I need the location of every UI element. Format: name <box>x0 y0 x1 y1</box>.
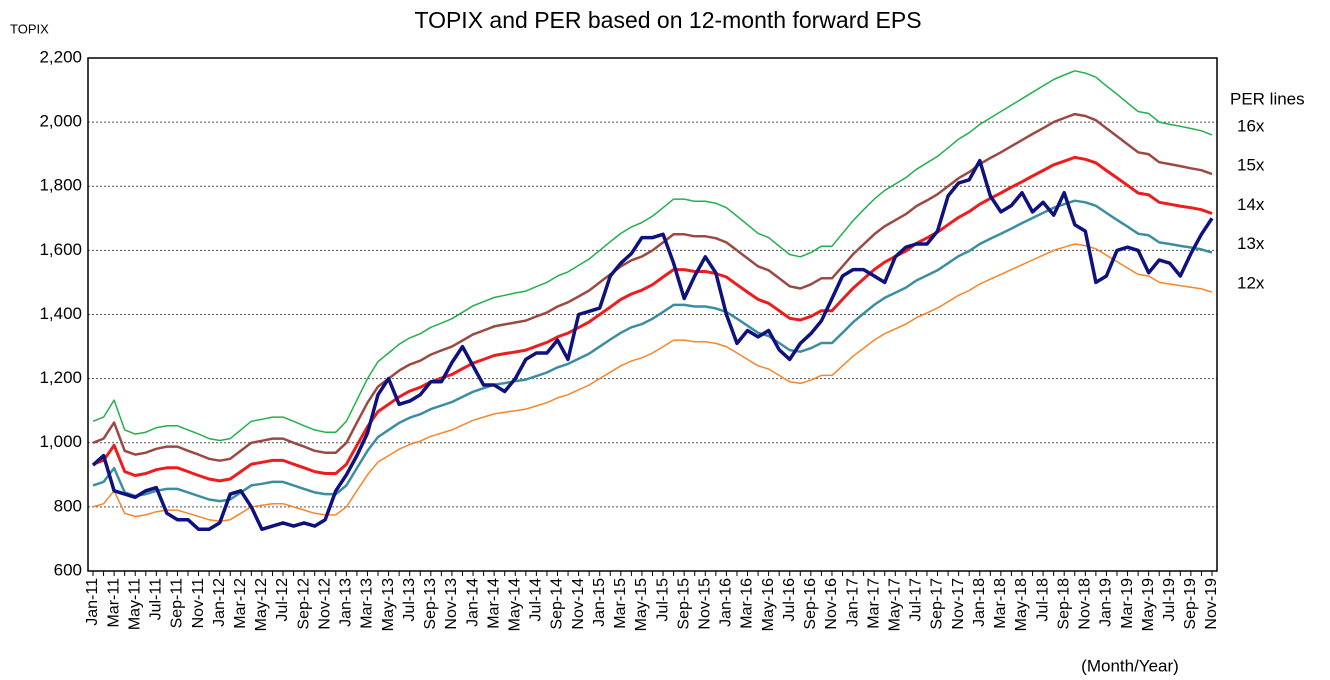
x-tick-label: Mar-17 <box>865 578 882 629</box>
x-tick-label: Jan-13 <box>338 578 355 627</box>
x-tick-label: Jan-14 <box>464 578 481 627</box>
x-tick-label: Nov-14 <box>570 578 587 630</box>
x-tick-label: Nov-18 <box>1077 578 1094 630</box>
x-tick-label: Jul-12 <box>274 578 291 622</box>
x-tick-label: Jul-19 <box>1161 578 1178 622</box>
x-tick-label: May-11 <box>126 578 143 630</box>
x-tick-label: Sep-18 <box>1055 578 1072 630</box>
x-tick-label: Jan-19 <box>1098 578 1115 627</box>
x-tick-label: Jul-15 <box>654 578 671 622</box>
x-tick-label: Sep-12 <box>295 578 312 630</box>
x-tick-label: Mar-13 <box>359 578 376 629</box>
series-line <box>92 112 1213 462</box>
x-tick-label: May-19 <box>1140 578 1157 631</box>
x-tick-label: Sep-15 <box>675 578 692 630</box>
legend-label: 12x <box>1237 274 1265 293</box>
y-tick-label: 2,000 <box>39 112 82 131</box>
legend-label: 16x <box>1237 116 1265 135</box>
y-tick-label: 1,800 <box>39 176 82 195</box>
series-line <box>92 199 1213 503</box>
x-tick-label: May-18 <box>1013 578 1030 631</box>
x-tick-label: Mar-14 <box>485 578 502 629</box>
series-line <box>91 158 1214 532</box>
x-tick-label: May-12 <box>253 578 270 631</box>
legend-title: PER lines <box>1230 89 1305 108</box>
x-tick-label: Jul-17 <box>908 578 925 622</box>
x-tick-label: May-15 <box>633 578 650 631</box>
x-tick-label: Jul-14 <box>528 578 545 622</box>
x-tick-label: Mar-16 <box>739 578 756 629</box>
x-tick-label: Sep-16 <box>802 578 819 630</box>
chart-title: TOPIX and PER based on 12-month forward … <box>414 7 921 33</box>
x-tick-label: Jan-11 <box>84 578 101 626</box>
series-line <box>92 70 1213 442</box>
x-tick-label: Jul-16 <box>781 578 798 622</box>
x-tick-label: Jan-12 <box>211 578 228 627</box>
x-tick-label: Mar-18 <box>992 578 1009 629</box>
series-line <box>92 243 1213 523</box>
x-tick-label: Sep-19 <box>1182 578 1199 630</box>
x-tick-label: Jan-18 <box>971 578 988 627</box>
x-tick-label: May-16 <box>760 578 777 631</box>
x-tick-label: Nov-19 <box>1203 578 1220 630</box>
x-axis-label: (Month/Year) <box>1081 656 1179 675</box>
x-tick-label: Sep-14 <box>549 578 566 630</box>
x-tick-label: Nov-16 <box>823 578 840 630</box>
y-tick-label: 1,400 <box>39 304 82 323</box>
series-line <box>92 155 1213 483</box>
x-tick-label: Nov-13 <box>443 578 460 630</box>
legend-label: 13x <box>1237 234 1265 253</box>
y-tick-label: 1,600 <box>39 240 82 259</box>
y-axis-label: TOPIX <box>10 21 49 36</box>
x-tick-label: Nov-12 <box>316 578 333 630</box>
x-tick-label: Jan-17 <box>844 578 861 627</box>
x-tick-label: Jul-11 <box>148 578 165 620</box>
legend-label: 15x <box>1237 156 1265 175</box>
legend-label: 14x <box>1237 195 1265 214</box>
y-tick-label: 1,200 <box>39 368 82 387</box>
x-tick-label: Sep-13 <box>422 578 439 630</box>
x-tick-label: Mar-19 <box>1119 578 1136 629</box>
x-tick-label: Jul-13 <box>401 578 418 622</box>
x-tick-label: Sep-11 <box>169 578 186 629</box>
x-tick-label: May-17 <box>887 578 904 631</box>
x-tick-label: Jul-18 <box>1034 578 1051 622</box>
x-tick-label: Jan-16 <box>718 578 735 627</box>
x-tick-label: Jan-15 <box>591 578 608 627</box>
x-tick-label: Sep-17 <box>929 578 946 630</box>
x-tick-label: Mar-11 <box>105 578 122 628</box>
plot-frame <box>87 57 1218 572</box>
x-tick-label: May-13 <box>380 578 397 631</box>
x-tick-label: Mar-12 <box>232 578 249 629</box>
y-tick-label: 800 <box>54 496 82 515</box>
y-tick-label: 1,000 <box>39 432 82 451</box>
y-tick-label: 600 <box>54 560 82 579</box>
x-tick-label: Nov-11 <box>190 578 207 628</box>
x-tick-label: May-14 <box>506 578 523 631</box>
x-tick-label: Nov-17 <box>950 578 967 630</box>
x-tick-label: Nov-15 <box>697 578 714 630</box>
x-tick-label: Mar-15 <box>612 578 629 629</box>
y-tick-label: 2,200 <box>39 47 82 66</box>
